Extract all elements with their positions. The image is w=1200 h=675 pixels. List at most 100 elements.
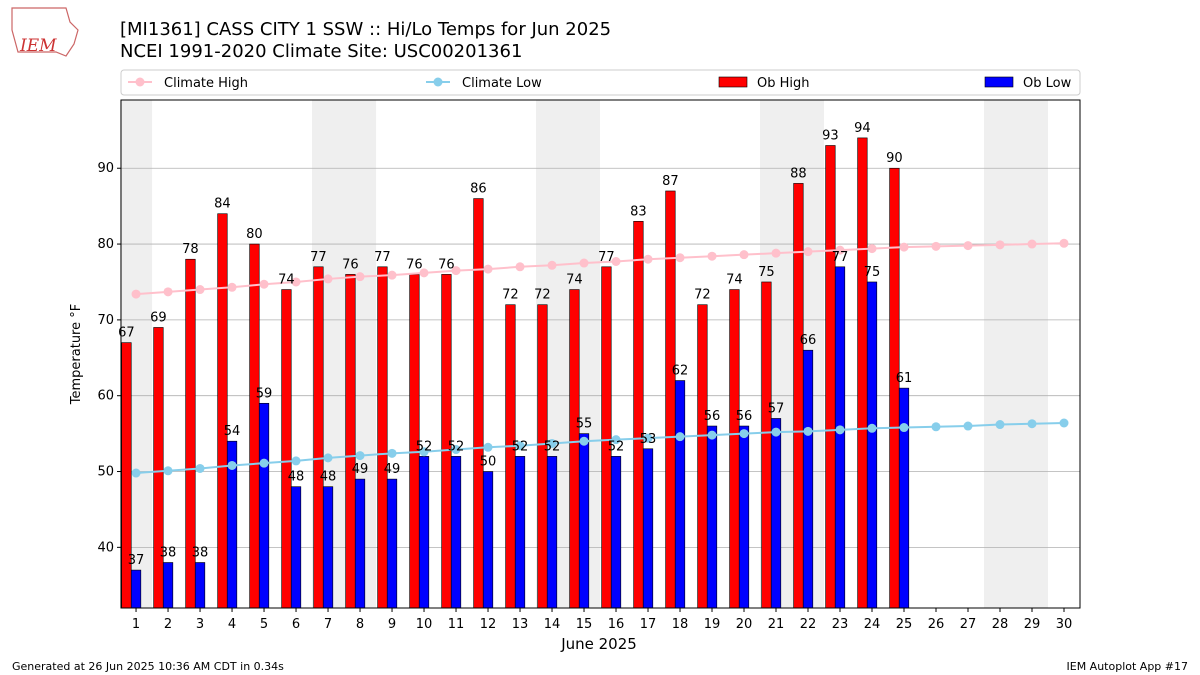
bar — [194, 562, 206, 609]
bar — [217, 213, 228, 609]
bar — [473, 198, 484, 609]
y-tick-label: 70 — [97, 313, 114, 328]
climate-marker — [771, 427, 781, 437]
value-label: 76 — [342, 257, 359, 272]
bar — [601, 266, 612, 609]
climate-marker — [1027, 239, 1037, 249]
value-label: 74 — [566, 273, 583, 288]
value-label: 72 — [534, 288, 551, 303]
bar — [537, 304, 548, 609]
x-tick-label: 23 — [832, 617, 849, 632]
bar — [706, 425, 718, 609]
footer-left: Generated at 26 Jun 2025 10:36 AM CDT in… — [12, 660, 284, 673]
bar — [578, 433, 590, 609]
climate-marker — [1059, 238, 1069, 248]
x-tick-label: 6 — [292, 617, 300, 632]
x-tick-label: 25 — [896, 617, 913, 632]
value-label: 77 — [374, 250, 391, 265]
value-label: 49 — [352, 462, 369, 477]
chart-subtitle: NCEI 1991-2020 Climate Site: USC00201361 — [120, 41, 522, 62]
value-label: 52 — [416, 439, 433, 454]
climate-marker — [323, 274, 333, 284]
climate-marker — [323, 453, 333, 463]
legend-label: Ob Low — [1023, 76, 1072, 91]
climate-marker — [835, 245, 845, 255]
value-label: 62 — [672, 364, 689, 379]
climate-marker — [227, 460, 237, 470]
climate-marker — [803, 247, 813, 257]
legend-label: Climate Low — [462, 76, 542, 91]
climate-marker — [483, 264, 493, 274]
bar — [313, 266, 324, 609]
legend-marker — [433, 77, 443, 87]
climate-marker — [131, 289, 141, 299]
bar — [761, 281, 772, 609]
footer-right: IEM Autoplot App #17 — [1067, 660, 1189, 673]
bar — [546, 456, 558, 609]
value-label: 57 — [768, 401, 785, 416]
climate-marker — [707, 251, 717, 261]
value-label: 67 — [118, 326, 135, 341]
bar — [738, 425, 750, 609]
x-tick-label: 4 — [228, 617, 236, 632]
climate-marker — [291, 456, 301, 466]
bar — [377, 266, 388, 609]
value-label: 61 — [896, 371, 913, 386]
x-tick-label: 30 — [1056, 617, 1073, 632]
bar — [642, 448, 654, 609]
bar — [121, 342, 132, 609]
bar — [857, 137, 868, 609]
climate-marker — [963, 241, 973, 251]
bar — [130, 569, 142, 609]
climate-marker — [547, 260, 557, 270]
bar — [898, 387, 910, 609]
x-tick-label: 12 — [480, 617, 497, 632]
bar — [633, 221, 644, 609]
x-tick-label: 5 — [260, 617, 268, 632]
x-tick-label: 15 — [576, 617, 593, 632]
value-label: 53 — [640, 432, 657, 447]
climate-marker — [963, 421, 973, 431]
x-tick-label: 26 — [928, 617, 945, 632]
weekend-shade — [1016, 100, 1049, 608]
legend-label: Ob High — [757, 76, 810, 91]
value-label: 78 — [182, 242, 199, 257]
legend-box — [120, 69, 1081, 96]
value-label: 72 — [502, 288, 519, 303]
x-tick-label: 28 — [992, 617, 1009, 632]
climate-marker — [163, 287, 173, 297]
climate-marker — [483, 442, 493, 452]
x-tick-label: 10 — [416, 617, 433, 632]
x-tick-label: 18 — [672, 617, 689, 632]
value-label: 94 — [854, 121, 871, 136]
bar — [610, 456, 622, 609]
value-label: 52 — [448, 439, 465, 454]
climate-marker — [739, 250, 749, 260]
bar — [290, 486, 302, 609]
x-tick-label: 14 — [544, 617, 561, 632]
climate-marker — [867, 423, 877, 433]
climate-marker — [867, 244, 877, 254]
climate-marker — [163, 466, 173, 476]
x-tick-label: 24 — [864, 617, 881, 632]
value-label: 74 — [726, 273, 743, 288]
bar — [345, 274, 356, 609]
value-label: 77 — [832, 250, 849, 265]
value-label: 55 — [576, 417, 593, 432]
climate-marker — [419, 447, 429, 457]
value-label: 56 — [704, 409, 721, 424]
value-label: 77 — [598, 250, 615, 265]
value-label: 80 — [246, 227, 263, 242]
bar — [482, 471, 494, 609]
climate-marker — [387, 448, 397, 458]
value-label: 69 — [150, 310, 167, 325]
climate-marker — [995, 240, 1005, 250]
y-tick-label: 90 — [97, 161, 114, 176]
climate-marker — [931, 422, 941, 432]
y-tick-label: 50 — [97, 465, 114, 480]
climate-marker — [899, 423, 909, 433]
x-tick-label: 7 — [324, 617, 332, 632]
value-label: 66 — [800, 333, 817, 348]
value-label: 83 — [630, 204, 647, 219]
climate-marker — [579, 258, 589, 268]
